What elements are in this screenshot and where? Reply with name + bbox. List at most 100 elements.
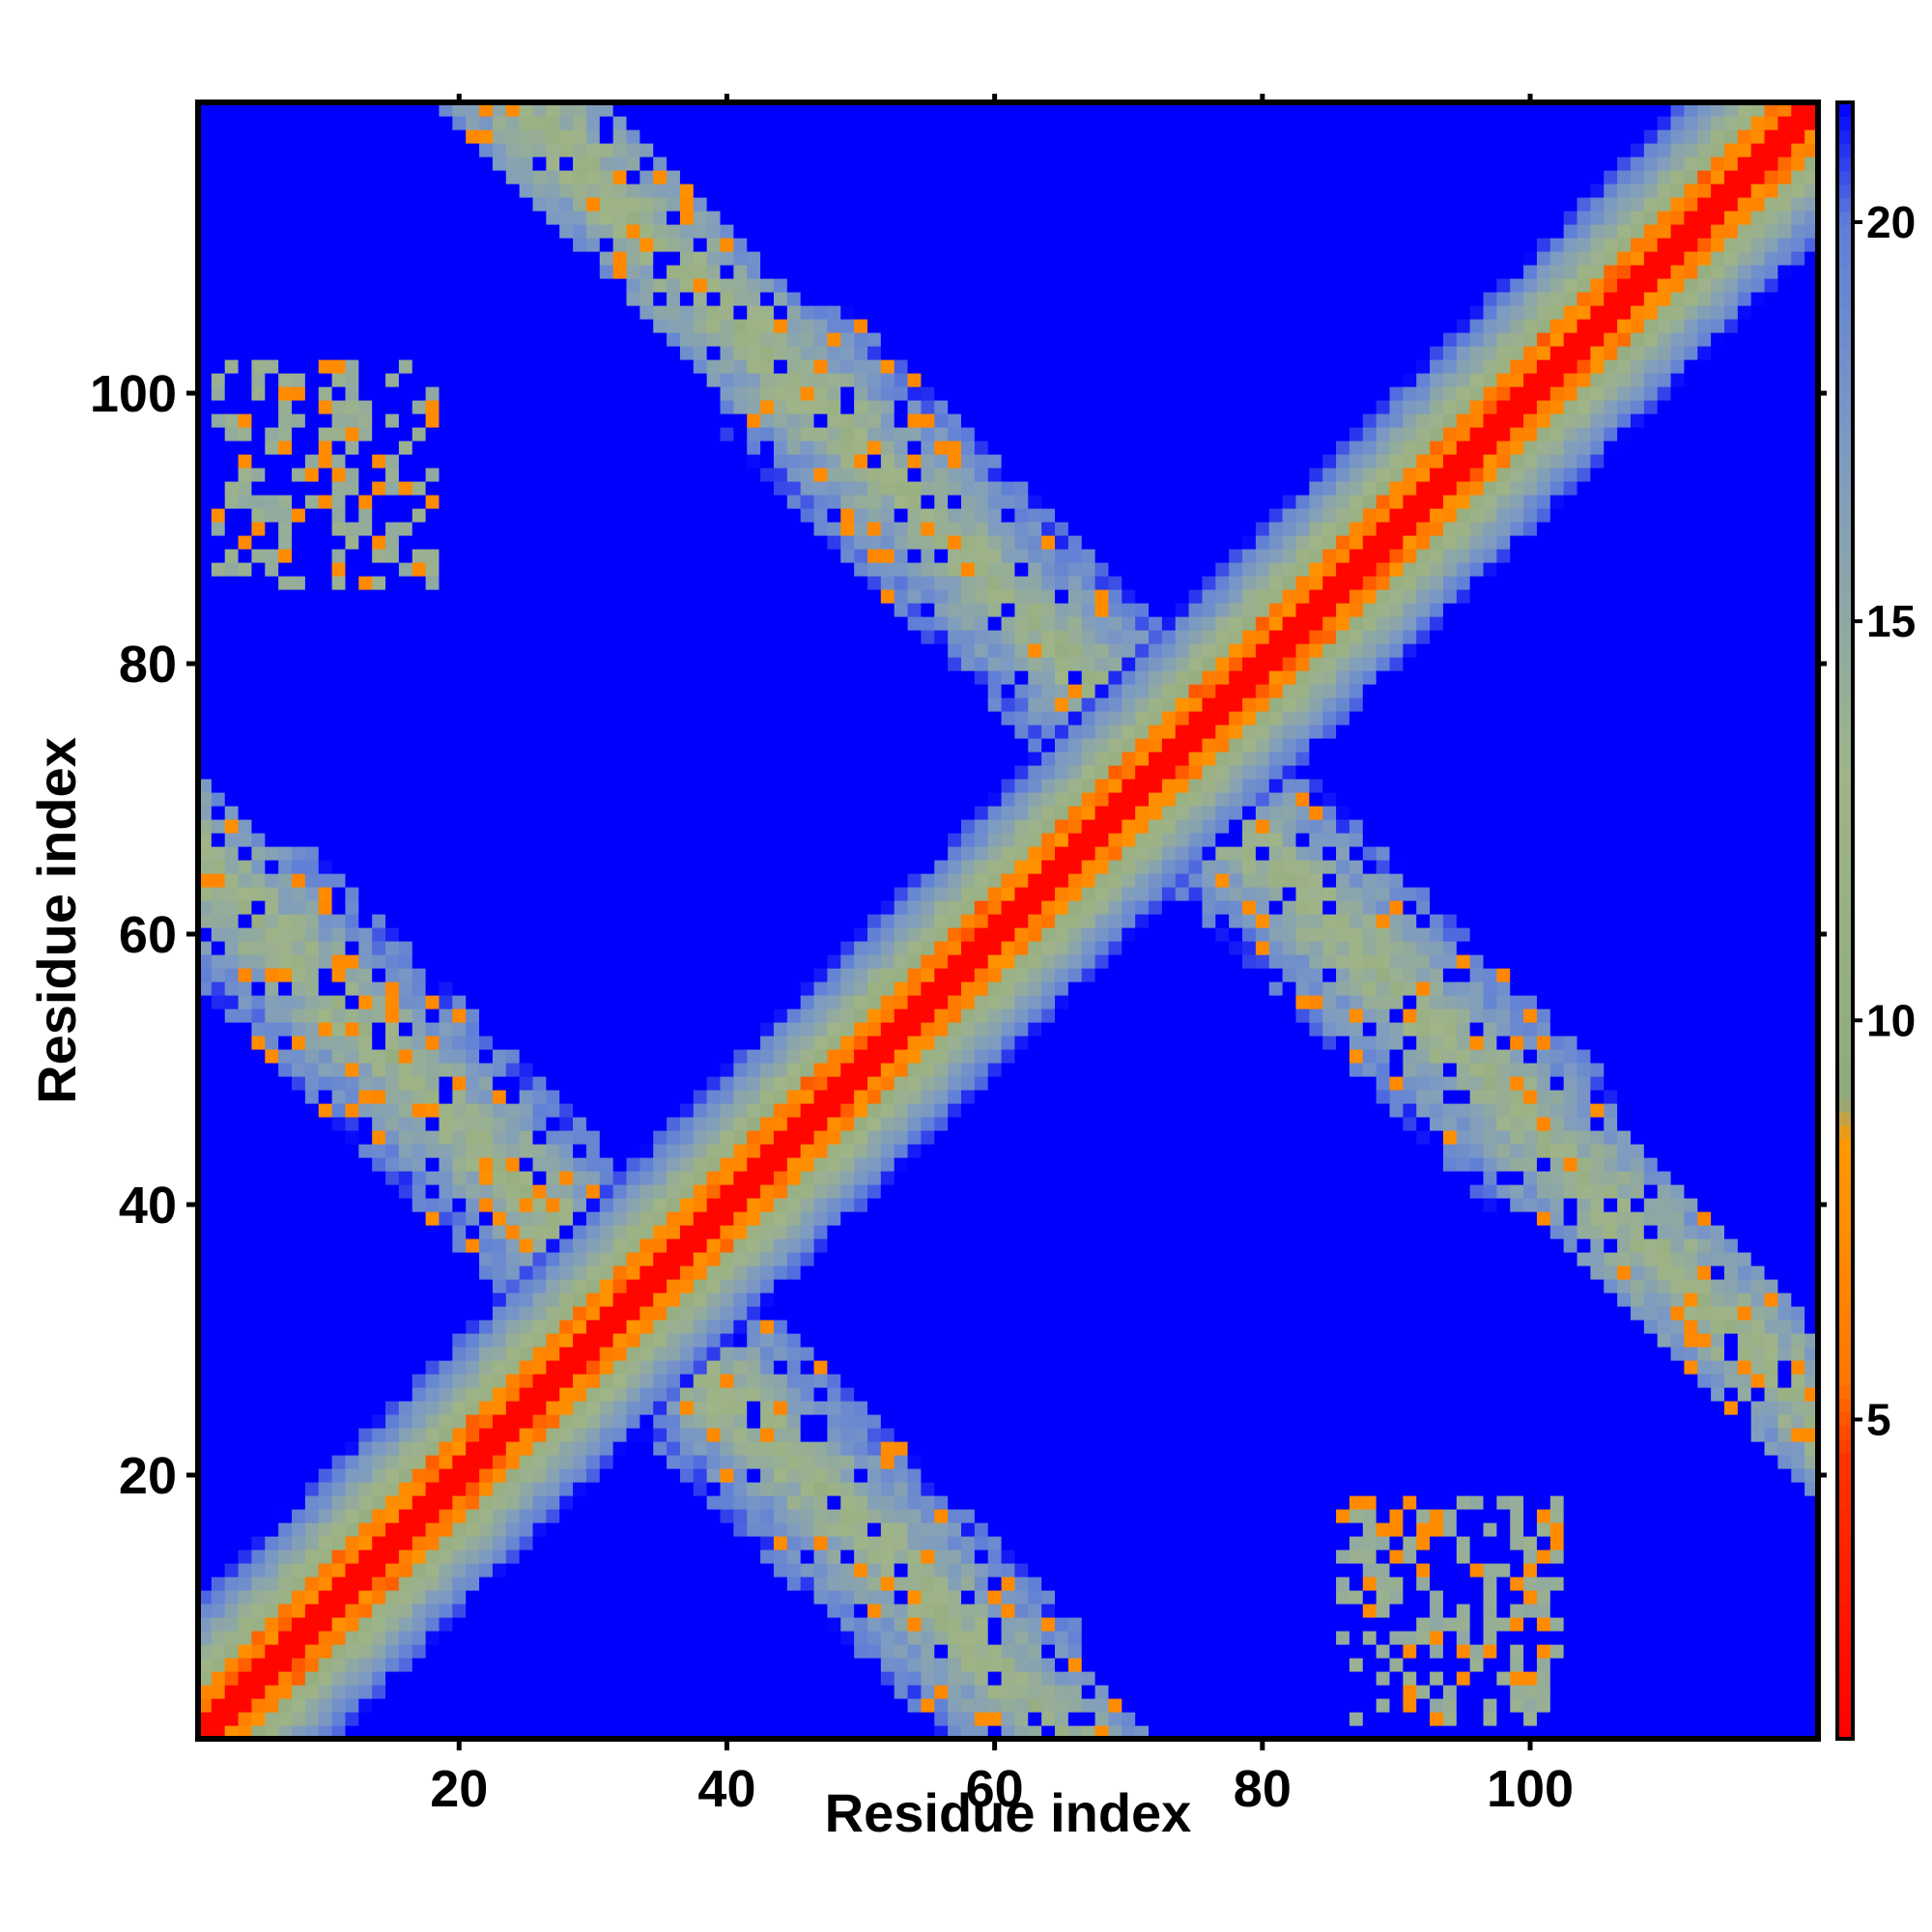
heatmap-cell [304, 1022, 320, 1037]
heatmap-cell [211, 156, 226, 171]
heatmap-cell [492, 373, 507, 387]
heatmap-cell [532, 1225, 547, 1239]
heatmap-cell [452, 184, 467, 198]
heatmap-cell [452, 1157, 467, 1172]
heatmap-cell [412, 238, 427, 252]
heatmap-cell [612, 819, 628, 834]
heatmap-cell [211, 522, 226, 536]
heatmap-cell [238, 1374, 253, 1388]
heatmap-cell [626, 1063, 640, 1077]
heatmap-cell [439, 305, 453, 320]
heatmap-cell [693, 887, 708, 901]
heatmap-cell [546, 1509, 560, 1523]
heatmap-cell [573, 522, 587, 536]
heatmap-cell [292, 427, 306, 441]
heatmap-cell [559, 1333, 574, 1348]
heatmap-cell [278, 102, 293, 117]
heatmap-cell [639, 359, 654, 374]
heatmap-cell [398, 900, 413, 915]
heatmap-cell [358, 1144, 373, 1158]
heatmap-cell [238, 670, 253, 685]
heatmap-cell [667, 102, 681, 117]
heatmap-cell [425, 1063, 440, 1077]
heatmap-cell [238, 1725, 253, 1740]
heatmap-cell [238, 224, 253, 239]
heatmap-cell [238, 116, 253, 130]
heatmap-cell [211, 1590, 226, 1605]
heatmap-cell [318, 589, 333, 604]
heatmap-cell [492, 224, 507, 239]
heatmap-cell [265, 765, 279, 780]
heatmap-cell [358, 1401, 373, 1415]
heatmap-cell [653, 1144, 668, 1158]
heatmap-cell [639, 1590, 654, 1605]
heatmap-cell [599, 616, 614, 631]
heatmap-cell [278, 833, 293, 847]
heatmap-cell [198, 1144, 213, 1158]
heatmap-cell [331, 1455, 347, 1469]
heatmap-cell [679, 1617, 695, 1632]
heatmap-cell [466, 1631, 480, 1645]
heatmap-cell [412, 265, 427, 279]
heatmap-cell [505, 670, 521, 685]
heatmap-cell [345, 819, 359, 834]
heatmap-cell [559, 495, 574, 509]
heatmap-cell [479, 1604, 494, 1618]
heatmap-cell [439, 481, 453, 496]
heatmap-cell [519, 1374, 534, 1388]
heatmap-cell [639, 887, 654, 901]
heatmap-cell [667, 1279, 681, 1293]
heatmap-cell [278, 1536, 293, 1550]
heatmap-cell [398, 468, 413, 482]
heatmap-cell [398, 873, 413, 888]
heatmap-cell [345, 211, 359, 225]
heatmap-cell [559, 616, 574, 631]
heatmap-cell [599, 495, 614, 509]
heatmap-cell [385, 170, 400, 185]
heatmap-cell [612, 1698, 628, 1713]
heatmap-cell [532, 116, 547, 130]
heatmap-cell [466, 1577, 480, 1591]
heatmap-cell [667, 1157, 681, 1172]
heatmap-cell [385, 238, 400, 252]
heatmap-cell [345, 1428, 359, 1442]
heatmap-cell [706, 1522, 722, 1537]
heatmap-cell [372, 495, 386, 509]
heatmap-cell [398, 954, 413, 969]
heatmap-cell [425, 1279, 440, 1293]
heatmap-cell [546, 941, 560, 955]
heatmap-cell [505, 292, 521, 306]
heatmap-cell [265, 1428, 279, 1442]
heatmap-cell [626, 1455, 640, 1469]
heatmap-cell [385, 603, 400, 617]
heatmap-cell [519, 724, 534, 739]
heatmap-cell [238, 860, 253, 874]
heatmap-cell [626, 1631, 640, 1645]
heatmap-cell [532, 914, 547, 928]
heatmap-cell [452, 657, 467, 671]
heatmap-cell [720, 1090, 734, 1104]
heatmap-cell [251, 1049, 266, 1064]
heatmap-cell [679, 319, 695, 333]
heatmap-cell [653, 1387, 668, 1402]
heatmap-cell [425, 549, 440, 563]
heatmap-cell [653, 954, 668, 969]
heatmap-cell [573, 1563, 587, 1577]
heatmap-cell [358, 697, 373, 712]
heatmap-cell [492, 481, 507, 496]
heatmap-cell [372, 1117, 386, 1131]
heatmap-cell [425, 589, 440, 604]
heatmap-cell [345, 1320, 359, 1334]
heatmap-cell [238, 562, 253, 577]
heatmap-cell [573, 1036, 587, 1050]
heatmap-cell [318, 1509, 333, 1523]
heatmap-cell [398, 738, 413, 753]
heatmap-cell [372, 1698, 386, 1713]
heatmap-cell [412, 1441, 427, 1456]
heatmap-cell [211, 941, 226, 955]
heatmap-cell [439, 251, 453, 266]
heatmap-cell [331, 211, 347, 225]
heatmap-cell [693, 603, 708, 617]
heatmap-cell [653, 1644, 668, 1659]
heatmap-cell [573, 1712, 587, 1726]
